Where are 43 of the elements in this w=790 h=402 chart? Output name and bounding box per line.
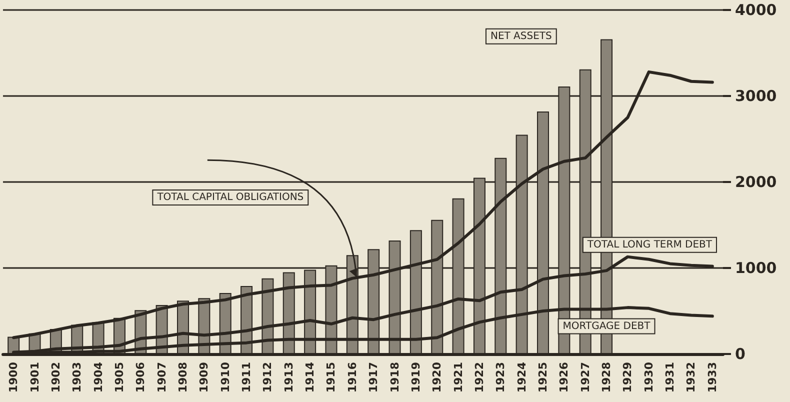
y-tick-label: 2000 [735,173,777,191]
x-tick-label: 1930 [642,362,656,393]
y-tick-label: 4000 [735,1,777,19]
x-tick-label: 1921 [452,362,465,393]
x-tick-label: 1905 [112,362,126,393]
y-tick-label: 3000 [735,87,777,105]
series-label: TOTAL LONG TERM DEBT [586,239,713,250]
x-tick-label: 1918 [388,362,402,393]
x-tick-label: 1920 [430,362,444,393]
x-tick-label: 1906 [134,362,148,393]
x-tick-label: 1912 [261,362,274,393]
x-tick-label: 1908 [176,362,190,393]
text: NET ASSETS [490,30,552,42]
y-tick-label: 0 [735,345,746,363]
x-tick-label: 1932 [684,362,698,393]
x-tick-label: 1933 [706,362,719,393]
x-tick-label: 1922 [472,362,486,393]
x-tick-label: 1907 [155,362,168,393]
x-tick-label: 1917 [367,362,380,393]
x-tick-label: 1900 [7,362,20,393]
x-tick-label: 1928 [600,362,614,393]
x-tick-label: 1927 [578,362,592,393]
x-tick-label: 1923 [494,362,508,393]
x-tick-label: 1925 [536,362,550,393]
x-tick-label: 1926 [558,362,571,393]
series-label: MORTGAGE DEBT [562,320,652,332]
x-tick-label: 1911 [240,362,254,393]
x-tick-label: 1929 [621,362,634,393]
x-tick-label: 1916 [346,362,359,393]
x-tick-label: 1914 [304,362,317,393]
y-tick-label: 1000 [735,259,777,277]
x-tick-label: 1903 [70,362,84,393]
x-tick-label: 1910 [218,362,232,393]
x-tick-label: 1915 [324,362,338,393]
x-tick-label: 1902 [49,362,62,393]
x-tick-label: 1931 [664,362,677,393]
x-tick-label: 1919 [409,362,422,393]
x-tick-label: 1913 [282,362,296,393]
x-tick-label: 1909 [198,362,211,393]
x-tick-label: 1924 [515,362,528,393]
x-tick-label: 1901 [28,362,42,393]
x-tick-label: 1904 [92,362,105,393]
text: TOTAL CAPITAL OBLIGATIONS [156,192,304,204]
